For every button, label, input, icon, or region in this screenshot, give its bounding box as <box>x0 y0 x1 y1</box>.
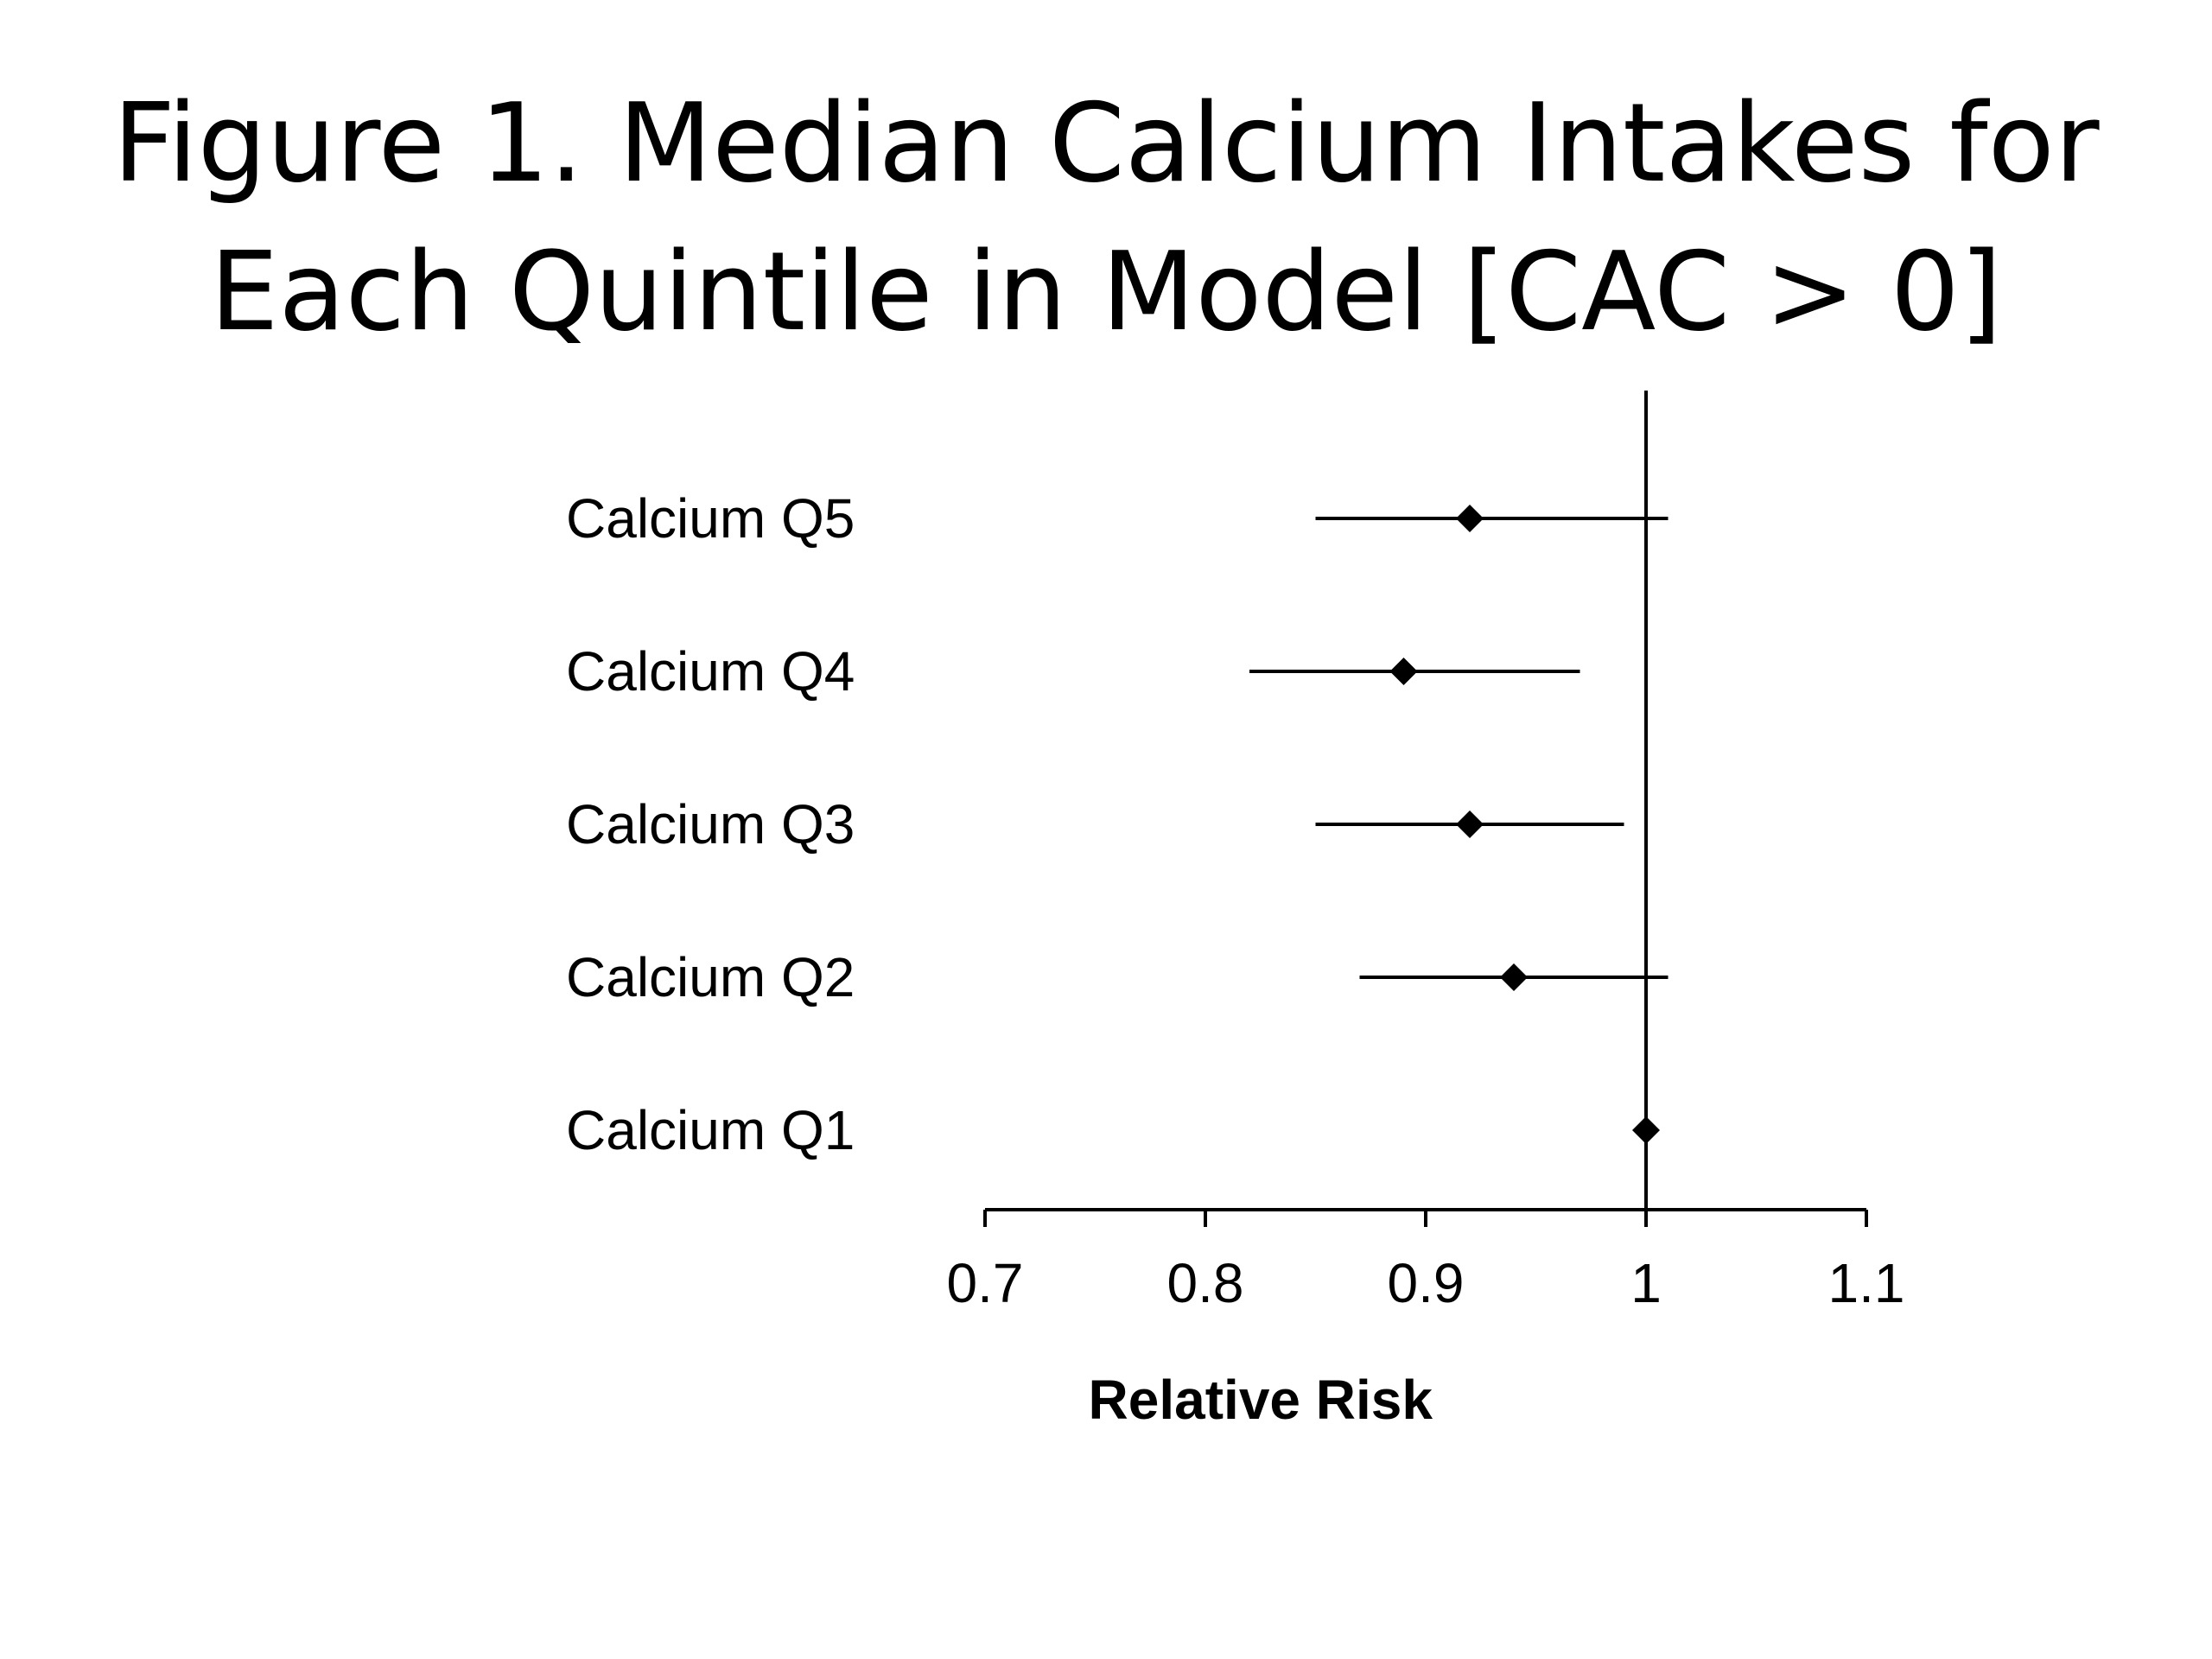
page-title: Figure 1. Median Calcium Intakes for Eac… <box>0 69 2212 366</box>
x-tick-label: 1.1 <box>1828 1252 1905 1314</box>
x-tick-label: 0.9 <box>1388 1252 1465 1314</box>
title-line-1: Figure 1. Median Calcium Intakes for <box>112 79 2100 207</box>
category-label: Calcium Q5 <box>566 487 855 550</box>
forest-rows: Calcium Q5 Calcium Q4 Calcium Q3 Calcium Q2… <box>566 487 1669 1161</box>
category-label: Calcium Q2 <box>566 946 855 1008</box>
point-estimate <box>1456 505 1484 532</box>
forest-row: Calcium Q4 <box>566 640 1580 702</box>
category-label: Calcium Q3 <box>566 793 855 855</box>
category-label: Calcium Q1 <box>566 1099 855 1161</box>
forest-row: Calcium Q2 <box>566 946 1669 1008</box>
point-estimate <box>1632 1116 1660 1144</box>
x-tick-label: 0.8 <box>1167 1252 1244 1314</box>
forest-row: Calcium Q3 <box>566 793 1624 855</box>
x-axis-ticks: 0.7 0.8 0.9 1 1.1 <box>947 1210 1905 1314</box>
point-estimate <box>1500 963 1528 991</box>
title-line-2: Each Quintile in Model [CAC > 0] <box>209 228 2003 355</box>
forest-row: Calcium Q5 <box>566 487 1669 550</box>
x-tick-label: 0.7 <box>947 1252 1024 1314</box>
x-tick-label: 1 <box>1630 1252 1662 1314</box>
point-estimate <box>1456 810 1484 838</box>
x-axis-title: Relative Risk <box>1089 1369 1433 1431</box>
forest-row: Calcium Q1 <box>566 1099 1660 1161</box>
category-label: Calcium Q4 <box>566 640 855 702</box>
point-estimate <box>1389 658 1418 685</box>
